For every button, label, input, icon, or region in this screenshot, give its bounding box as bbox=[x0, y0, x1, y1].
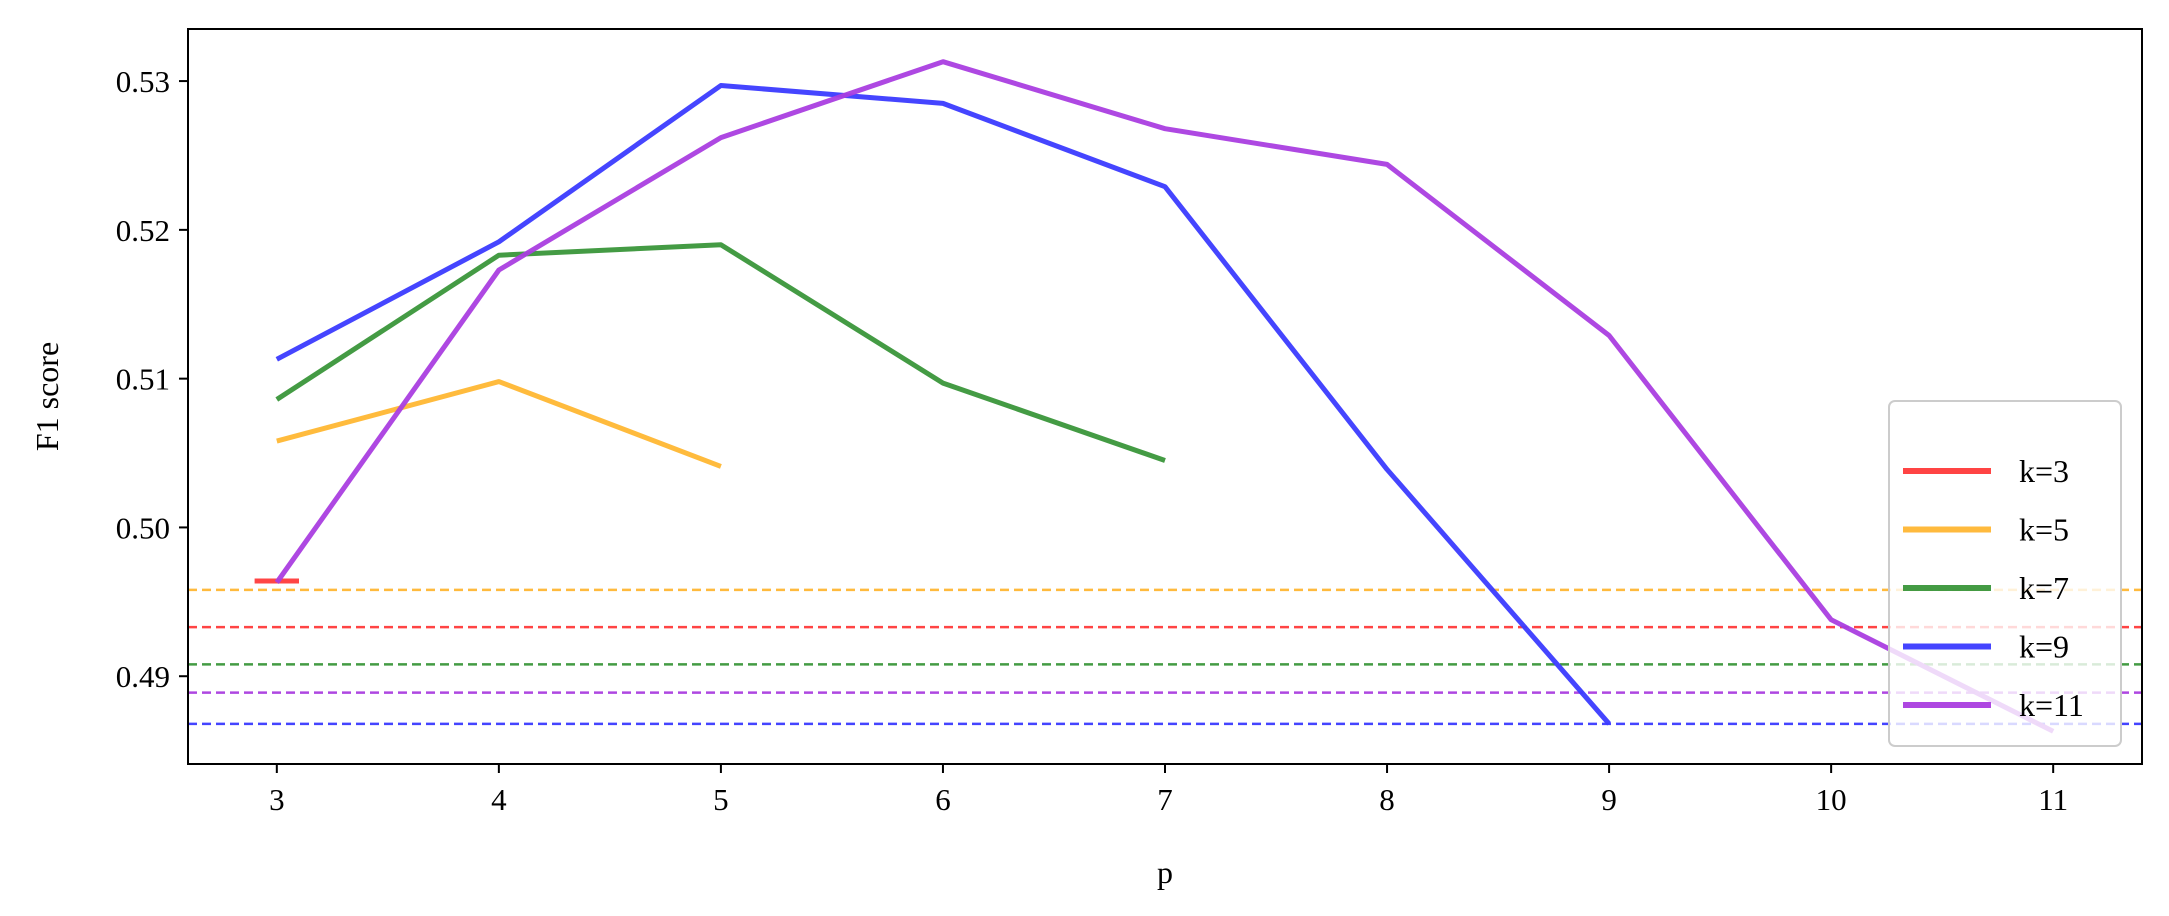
legend-label-k-11: k=11 bbox=[2019, 687, 2084, 723]
legend-label-k-7: k=7 bbox=[2019, 570, 2069, 606]
legend-items: k=3 k=5 k=7 k=9 k=11 bbox=[1903, 453, 2084, 723]
x-tick-label: 11 bbox=[2038, 782, 2068, 817]
y-axis-label: F1 score bbox=[29, 342, 65, 451]
y-tick-label: 0.52 bbox=[116, 213, 170, 248]
y-tick-label: 0.50 bbox=[116, 510, 170, 545]
x-tick-label: 9 bbox=[1601, 782, 1617, 817]
y-tick-label: 0.53 bbox=[116, 64, 170, 99]
x-tick-label: 4 bbox=[491, 782, 507, 817]
x-tick-label: 3 bbox=[269, 782, 285, 817]
y-tick-label: 0.51 bbox=[116, 362, 170, 397]
x-tick-label: 10 bbox=[1816, 782, 1847, 817]
x-tick-label: 5 bbox=[713, 782, 729, 817]
x-tick-label: 7 bbox=[1157, 782, 1173, 817]
y-axis-ticks: 0.49 0.50 0.51 0.52 0.53 bbox=[116, 64, 188, 694]
legend-box bbox=[1888, 400, 2122, 747]
legend-label-k-9: k=9 bbox=[2019, 629, 2069, 665]
x-tick-label: 8 bbox=[1379, 782, 1395, 817]
x-axis-label: p bbox=[1157, 854, 1173, 890]
legend: k=3 k=5 k=7 k=9 k=11 bbox=[1888, 400, 2122, 747]
baselines-layer bbox=[188, 588, 2142, 726]
series-line-k-9 bbox=[275, 83, 1611, 726]
series-line-k-7 bbox=[275, 242, 1166, 463]
series-line-k-11 bbox=[274, 59, 2055, 734]
legend-label-k-5: k=5 bbox=[2019, 512, 2069, 548]
y-tick-label: 0.49 bbox=[116, 659, 170, 694]
legend-label-k-3: k=3 bbox=[2019, 453, 2069, 489]
x-axis-ticks: 3 4 5 6 7 8 9 10 11 bbox=[269, 764, 2068, 817]
series-layer bbox=[254, 59, 2055, 734]
x-tick-label: 6 bbox=[935, 782, 951, 817]
series-line-k-5 bbox=[276, 379, 722, 469]
